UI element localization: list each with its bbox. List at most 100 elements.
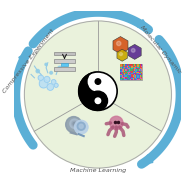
Bar <box>128 79 129 80</box>
Bar <box>134 69 135 70</box>
Bar <box>134 73 135 74</box>
Bar <box>127 79 128 80</box>
Bar <box>131 78 133 79</box>
Bar <box>128 68 129 69</box>
Bar <box>135 72 136 73</box>
Bar <box>129 68 130 69</box>
Bar <box>136 64 137 66</box>
Bar <box>124 75 125 77</box>
Bar <box>131 74 133 75</box>
Bar <box>128 67 129 68</box>
Bar <box>123 77 124 78</box>
Bar <box>134 70 135 72</box>
Bar <box>128 77 129 78</box>
Bar <box>135 77 136 78</box>
Bar <box>133 66 134 67</box>
Bar <box>129 64 130 66</box>
Bar <box>133 70 134 72</box>
Bar <box>124 74 125 75</box>
Bar <box>122 73 123 74</box>
Bar <box>128 78 129 79</box>
Bar <box>136 69 137 70</box>
Bar <box>139 78 140 79</box>
Text: Molecular Dynamic: Molecular Dynamic <box>139 25 182 74</box>
Bar <box>129 70 130 72</box>
Bar <box>129 72 130 73</box>
Bar <box>124 70 125 72</box>
Bar <box>123 68 124 69</box>
Bar <box>140 68 141 69</box>
Bar <box>120 78 122 79</box>
Bar <box>125 75 127 77</box>
Bar <box>120 70 122 72</box>
Circle shape <box>45 63 47 66</box>
Bar <box>127 68 128 69</box>
Bar <box>141 77 142 78</box>
Polygon shape <box>117 49 127 61</box>
Bar <box>133 75 134 77</box>
Bar <box>122 68 123 69</box>
Bar <box>125 70 127 72</box>
Polygon shape <box>113 36 128 54</box>
Bar <box>137 75 139 77</box>
Bar <box>120 66 122 67</box>
Bar <box>130 67 131 68</box>
Bar <box>131 77 133 78</box>
Circle shape <box>95 79 101 84</box>
Bar <box>139 75 140 77</box>
Bar <box>133 77 134 78</box>
Bar <box>135 64 136 66</box>
Bar <box>139 74 140 75</box>
Bar <box>141 64 142 66</box>
Bar <box>135 66 136 67</box>
Bar <box>137 73 139 74</box>
Bar <box>130 75 131 77</box>
Bar <box>137 77 139 78</box>
Bar <box>125 67 127 68</box>
Bar <box>141 79 142 80</box>
Circle shape <box>44 77 50 82</box>
Circle shape <box>73 122 76 125</box>
Circle shape <box>54 83 58 87</box>
Bar <box>136 75 137 77</box>
Bar <box>125 79 127 80</box>
Bar <box>130 64 131 66</box>
Bar <box>124 66 125 67</box>
Circle shape <box>51 80 56 84</box>
Bar <box>122 64 123 66</box>
Bar <box>125 77 127 78</box>
Bar <box>137 72 139 73</box>
Bar <box>130 66 131 67</box>
Bar <box>133 67 134 68</box>
Bar <box>122 69 123 70</box>
Bar <box>135 78 136 79</box>
Bar <box>139 77 140 78</box>
Bar <box>124 69 125 70</box>
Circle shape <box>77 122 85 130</box>
Bar <box>122 66 123 67</box>
Circle shape <box>74 120 88 134</box>
Circle shape <box>36 69 39 73</box>
FancyBboxPatch shape <box>120 64 142 80</box>
Bar <box>127 78 128 79</box>
Bar <box>140 73 141 74</box>
Bar <box>129 78 130 79</box>
Bar <box>122 72 123 73</box>
Bar <box>128 70 129 72</box>
Bar <box>120 79 122 80</box>
Bar <box>140 74 141 75</box>
Bar <box>128 73 129 74</box>
Bar <box>127 77 128 78</box>
Bar <box>129 77 130 78</box>
Bar <box>127 73 128 74</box>
Bar <box>125 64 127 66</box>
Bar <box>137 68 139 69</box>
Bar <box>136 79 137 80</box>
Bar <box>123 70 124 72</box>
Bar <box>120 72 122 73</box>
Bar <box>128 66 129 67</box>
Bar <box>141 67 142 68</box>
Bar <box>125 78 127 79</box>
Bar <box>129 67 130 68</box>
Bar <box>129 74 130 75</box>
